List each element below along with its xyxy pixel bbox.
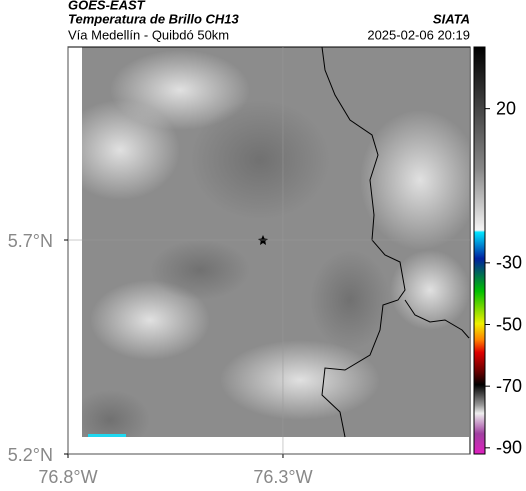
region: Vía Medellín - Quibdó 50km <box>68 27 229 42</box>
x-tick-label: 76.3°W <box>253 467 312 487</box>
y-tick-label: 5.7°N <box>8 231 53 251</box>
x-tick-label: 76.8°W <box>38 467 97 487</box>
border <box>321 46 406 438</box>
datetime: 2025-02-06 20:19 <box>367 27 470 42</box>
border <box>404 299 470 339</box>
imagery <box>82 47 469 437</box>
colorbar-tick-label: -30 <box>496 253 522 273</box>
subtitle: Temperatura de Brillo CH13 <box>68 11 240 26</box>
colorbar-tick-label: -70 <box>496 376 522 396</box>
colorbar-tick-label: -50 <box>496 314 522 334</box>
colorbar <box>473 46 486 455</box>
y-tick-label: 5.2°N <box>8 445 53 465</box>
colorbar-tick-label: 20 <box>496 98 516 118</box>
source: SIATA <box>433 11 470 26</box>
colorbar-tick-label: -90 <box>496 438 522 458</box>
title: GOES-EAST <box>68 0 146 12</box>
